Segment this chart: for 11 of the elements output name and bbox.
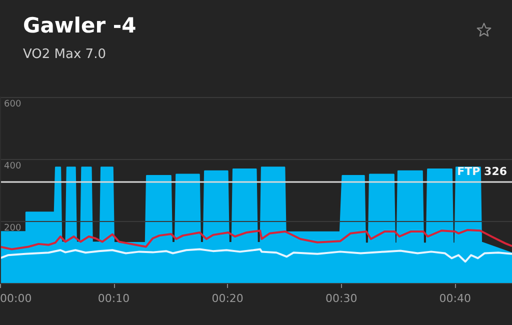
chart-title: Gawler -4: [23, 14, 136, 38]
x-tick-label: 00:10: [98, 292, 130, 305]
x-tick-label: 00:20: [212, 292, 244, 305]
chart-subtitle: VO2 Max 7.0: [23, 47, 106, 62]
y-tick-label: 200: [4, 224, 22, 234]
ref-line-label: FTP 326: [457, 164, 508, 178]
x-tick-label: 00:30: [325, 292, 358, 305]
x-tick-label: 00:00: [0, 292, 32, 305]
x-tick-label: 00:40: [439, 292, 471, 305]
y-tick-label: 600: [4, 100, 22, 110]
y-tick-label: 400: [4, 162, 22, 172]
